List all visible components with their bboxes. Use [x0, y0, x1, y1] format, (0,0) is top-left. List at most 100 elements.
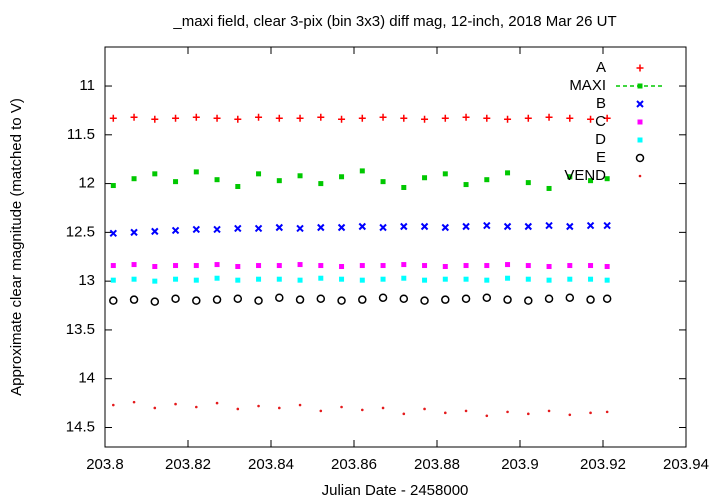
- data-point: [380, 263, 386, 269]
- data-point: [442, 171, 448, 177]
- data-point: [151, 227, 159, 236]
- data-point: [442, 264, 448, 270]
- y-tick-label: 14: [78, 370, 95, 387]
- data-point: [483, 114, 491, 122]
- data-point: [298, 403, 302, 407]
- data-point: [505, 275, 511, 281]
- data-point: [110, 183, 116, 189]
- x-tick-label: 203.8: [86, 456, 124, 473]
- data-point: [483, 221, 491, 230]
- data-point: [505, 262, 511, 268]
- data-point: [340, 405, 343, 409]
- legend-marker: [636, 100, 644, 108]
- data-point: [275, 114, 283, 122]
- data-point: [276, 178, 282, 184]
- data-point: [420, 296, 429, 305]
- data-point: [524, 222, 533, 231]
- data-point: [297, 173, 303, 179]
- data-point: [545, 113, 553, 121]
- data-point: [378, 293, 388, 302]
- data-point: [297, 262, 303, 268]
- data-point: [401, 262, 407, 268]
- legend-label: VEND: [564, 167, 606, 184]
- data-point: [379, 223, 387, 232]
- x-tick-label: 203.84: [248, 456, 294, 473]
- data-point: [588, 178, 594, 184]
- data-point: [400, 222, 408, 231]
- data-point: [568, 413, 572, 417]
- data-point: [399, 294, 409, 303]
- data-point: [214, 177, 220, 183]
- data-point: [588, 276, 594, 282]
- data-point: [441, 114, 449, 122]
- data-point: [462, 222, 470, 231]
- data-point: [484, 177, 490, 183]
- data-point: [339, 276, 345, 282]
- data-point: [131, 276, 137, 282]
- data-point: [152, 171, 158, 177]
- data-point: [150, 297, 160, 306]
- data-point: [235, 184, 241, 190]
- data-point: [317, 113, 325, 121]
- legend-label: A: [596, 59, 606, 76]
- legend-marker: [635, 153, 645, 163]
- data-point: [318, 275, 324, 281]
- data-point: [195, 405, 198, 409]
- x-tick-label: 203.92: [580, 456, 626, 473]
- data-point: [586, 221, 595, 230]
- data-point: [295, 295, 305, 304]
- data-point: [602, 294, 612, 303]
- y-tick-label: 12: [78, 175, 95, 192]
- data-point: [461, 294, 471, 303]
- data-point: [296, 114, 304, 122]
- data-point: [131, 176, 137, 182]
- x-axis-label: Julian Date - 2458000: [322, 482, 469, 499]
- data-point: [545, 221, 553, 230]
- data-point: [276, 276, 282, 282]
- legend-marker: [636, 64, 644, 72]
- data-point: [337, 296, 346, 305]
- y-tick-label: 13: [78, 272, 95, 289]
- y-tick-label: 12.5: [66, 223, 95, 240]
- data-point: [110, 263, 116, 269]
- data-point: [296, 224, 304, 233]
- data-point: [256, 276, 262, 282]
- data-point: [463, 263, 469, 269]
- data-point: [318, 181, 324, 187]
- data-point: [235, 277, 241, 283]
- data-point: [173, 276, 179, 282]
- x-tick-label: 203.86: [331, 456, 377, 473]
- data-point: [109, 114, 117, 122]
- data-point: [193, 263, 199, 269]
- data-point: [193, 169, 199, 175]
- legend-label: B: [596, 95, 606, 112]
- data-point: [256, 263, 262, 269]
- data-point: [463, 276, 469, 282]
- x-tick-label: 203.82: [165, 456, 211, 473]
- data-point: [213, 225, 221, 234]
- data-point: [275, 223, 284, 232]
- legend-label: C: [595, 113, 606, 130]
- data-point: [358, 114, 366, 122]
- data-point: [234, 115, 242, 123]
- data-point: [214, 262, 220, 268]
- data-point: [503, 222, 512, 231]
- data-point: [566, 114, 574, 122]
- data-point: [482, 293, 492, 302]
- data-point: [110, 277, 116, 283]
- data-point: [442, 276, 448, 282]
- legend-marker: [637, 83, 643, 89]
- data-point: [317, 223, 325, 232]
- data-point: [421, 115, 429, 123]
- data-point: [525, 276, 531, 282]
- data-point: [567, 174, 573, 180]
- data-point: [527, 412, 530, 416]
- data-point: [485, 414, 489, 418]
- data-point: [565, 293, 575, 302]
- legend-label: MAXI: [569, 77, 606, 94]
- data-point: [506, 410, 509, 414]
- data-point: [192, 296, 201, 305]
- data-point: [318, 263, 324, 269]
- data-point: [604, 264, 610, 270]
- data-point: [503, 295, 512, 304]
